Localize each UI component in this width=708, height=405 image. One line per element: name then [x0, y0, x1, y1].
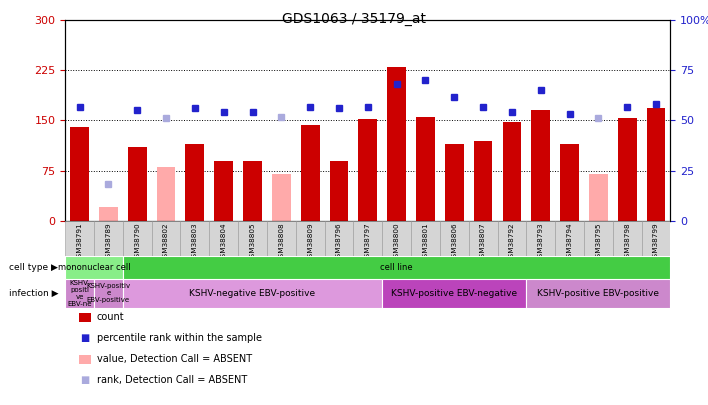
Bar [358, 119, 377, 221]
Text: infection ▶: infection ▶ [8, 289, 58, 298]
Text: mononuclear cell: mononuclear cell [57, 263, 130, 272]
Bar [215, 160, 233, 221]
Text: GSM38795: GSM38795 [595, 222, 601, 262]
Bar [503, 122, 521, 221]
Text: GSM38799: GSM38799 [653, 222, 659, 262]
Bar [382, 221, 411, 256]
Text: GSM38805: GSM38805 [249, 222, 256, 262]
Bar [416, 117, 435, 221]
Bar [156, 167, 176, 221]
Bar [526, 221, 555, 256]
Text: GSM38804: GSM38804 [221, 222, 227, 262]
Bar [613, 221, 641, 256]
Text: count: count [97, 312, 125, 322]
Text: ■: ■ [80, 333, 90, 343]
Bar [152, 221, 181, 256]
Bar [122, 279, 382, 308]
Bar [272, 174, 291, 221]
Bar [238, 221, 267, 256]
Text: GSM38793: GSM38793 [538, 222, 544, 262]
Bar [94, 221, 122, 256]
Bar [70, 127, 89, 221]
Bar [532, 111, 550, 221]
Bar [243, 160, 262, 221]
Text: KSHV-
positi
ve
EBV-ne: KSHV- positi ve EBV-ne [67, 280, 92, 307]
Text: cell line: cell line [380, 263, 413, 272]
Bar [445, 144, 464, 221]
Bar [99, 207, 118, 221]
Bar [210, 221, 238, 256]
Bar [474, 141, 493, 221]
Text: value, Detection Call = ABSENT: value, Detection Call = ABSENT [97, 354, 252, 364]
Bar [641, 221, 670, 256]
Text: GSM38801: GSM38801 [423, 222, 428, 262]
Bar [267, 221, 296, 256]
Text: percentile rank within the sample: percentile rank within the sample [97, 333, 262, 343]
Bar [498, 221, 526, 256]
Bar [65, 221, 94, 256]
Bar [618, 119, 636, 221]
Bar [469, 221, 498, 256]
Bar [296, 221, 324, 256]
Bar [185, 144, 204, 221]
Text: ■: ■ [80, 375, 90, 385]
Text: GSM38796: GSM38796 [336, 222, 342, 262]
Bar [330, 160, 348, 221]
Text: GSM38794: GSM38794 [566, 222, 573, 262]
Text: GSM38792: GSM38792 [509, 222, 515, 262]
Text: GSM38806: GSM38806 [451, 222, 457, 262]
Bar [584, 221, 613, 256]
Text: GSM38797: GSM38797 [365, 222, 371, 262]
Bar [65, 256, 122, 279]
Text: KSHV-positive EBV-positive: KSHV-positive EBV-positive [537, 289, 659, 298]
Text: GSM38802: GSM38802 [163, 222, 169, 262]
Bar [382, 279, 526, 308]
Bar [560, 144, 579, 221]
Bar [440, 221, 469, 256]
Bar [555, 221, 584, 256]
Bar [128, 147, 147, 221]
Bar [324, 221, 353, 256]
Text: GSM38808: GSM38808 [278, 222, 285, 262]
Bar [122, 221, 152, 256]
Text: GSM38789: GSM38789 [105, 222, 111, 262]
Text: GSM38798: GSM38798 [624, 222, 630, 262]
Text: GSM38790: GSM38790 [135, 222, 140, 262]
Text: GSM38791: GSM38791 [76, 222, 83, 262]
Bar [387, 67, 406, 221]
Bar [411, 221, 440, 256]
Bar [353, 221, 382, 256]
Text: cell type ▶: cell type ▶ [9, 263, 58, 272]
Text: KSHV-positiv
e
EBV-positive: KSHV-positiv e EBV-positive [86, 283, 130, 303]
Text: GSM38809: GSM38809 [307, 222, 313, 262]
Bar [301, 125, 319, 221]
Text: KSHV-negative EBV-positive: KSHV-negative EBV-positive [190, 289, 316, 298]
Text: KSHV-positive EBV-negative: KSHV-positive EBV-negative [392, 289, 518, 298]
Text: GDS1063 / 35179_at: GDS1063 / 35179_at [282, 12, 426, 26]
Bar [646, 109, 666, 221]
Bar [65, 279, 94, 308]
Bar [94, 279, 122, 308]
Text: rank, Detection Call = ABSENT: rank, Detection Call = ABSENT [97, 375, 247, 385]
Text: GSM38803: GSM38803 [192, 222, 198, 262]
Bar [526, 279, 670, 308]
Text: GSM38807: GSM38807 [480, 222, 486, 262]
Bar [181, 221, 210, 256]
Bar [589, 174, 607, 221]
Text: GSM38800: GSM38800 [394, 222, 399, 262]
